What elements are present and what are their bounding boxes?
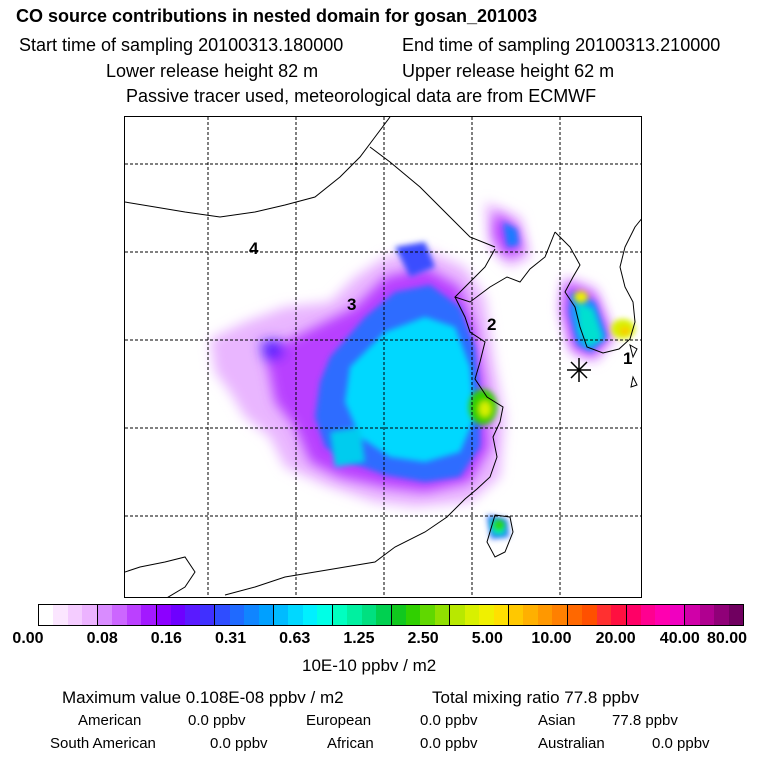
color-scale-cell [185, 605, 200, 625]
color-scale-cell [714, 605, 729, 625]
color-scale-cell [273, 605, 289, 625]
color-scale-tick: 40.00 [659, 630, 700, 647]
graticule [125, 117, 641, 597]
color-scale-cell [53, 605, 68, 625]
color-scale-cell [390, 605, 406, 625]
color-scale-cell [155, 605, 171, 625]
color-scale-cell [347, 605, 362, 625]
plume-hot [469, 291, 635, 530]
color-scale-cell [699, 605, 715, 625]
color-scale-cell [67, 605, 83, 625]
start-time-label: Start time of sampling 20100313.180000 [19, 35, 344, 55]
color-scale-cell [449, 605, 465, 625]
region-label-3: 3 [347, 295, 357, 314]
color-scale-tick: 0.16 [150, 630, 182, 647]
color-scale-tick: 0.63 [279, 630, 311, 647]
color-scale-cell [317, 605, 332, 625]
color-scale-cell [537, 605, 553, 625]
color-scale-tick: 10.00 [531, 630, 572, 647]
color-scale-cell [728, 605, 743, 625]
region-american-name: American [78, 712, 142, 729]
color-scale-tick: 5.00 [471, 630, 503, 647]
color-scale-cell [669, 605, 685, 625]
color-scale-unit: 10E-10 ppbv / m2 [302, 656, 437, 675]
region-australian-value: 0.0 ppbv [652, 735, 710, 752]
region-european-name: European [306, 712, 372, 729]
color-scale-cell [420, 605, 435, 625]
end-time-label: End time of sampling 20100313.210000 [402, 35, 721, 55]
color-scale-tick: 1.25 [343, 630, 375, 647]
color-scale-cell [434, 605, 450, 625]
color-scale-cell [170, 605, 186, 625]
lower-release-height: Lower release height 82 m [106, 61, 319, 81]
color-scale-cell [508, 605, 524, 625]
color-scale-cell [302, 605, 318, 625]
color-scale-tick: 2.50 [407, 630, 439, 647]
color-scale-cell [229, 605, 245, 625]
color-scale-cell [112, 605, 127, 625]
maximum-value: Maximum value 0.108E-08 ppbv / m2 [62, 688, 344, 707]
color-scale-bar [38, 604, 744, 626]
color-scale-cell [199, 605, 215, 625]
color-scale-cell [464, 605, 480, 625]
color-scale-cell [611, 605, 626, 625]
color-scale-cell [244, 605, 259, 625]
region-asian-value: 77.8 ppbv [612, 712, 678, 729]
color-scale-tick: 0.31 [214, 630, 247, 647]
color-scale-cell [258, 605, 273, 625]
color-scale-cell [625, 605, 641, 625]
color-scale-cell [126, 605, 142, 625]
color-scale-cell [596, 605, 612, 625]
map-canvas [125, 117, 641, 597]
color-scale-cell [684, 605, 700, 625]
region-african-name: African [327, 735, 374, 752]
region-asian-name: Asian [538, 712, 576, 729]
source-contribution-map: 1 2 3 4 [124, 116, 642, 598]
region-australian-name: Australian [538, 735, 605, 752]
region-label-4: 4 [249, 239, 259, 258]
color-scale-tick: 0.08 [86, 630, 118, 647]
color-scale-cell [82, 605, 97, 625]
region-european-value: 0.0 ppbv [420, 712, 478, 729]
color-scale-cell [566, 605, 583, 625]
color-scale-cell [493, 605, 508, 625]
asterisk-icon [567, 358, 591, 382]
color-scale-cell [96, 605, 113, 625]
color-scale-cell [523, 605, 538, 625]
region-label-1: 1 [623, 349, 633, 368]
color-scale-tick: 20.00 [595, 630, 636, 647]
color-scale-cell [376, 605, 391, 625]
color-scale-cell [640, 605, 656, 625]
color-scale-cell [361, 605, 377, 625]
region-south-american-name: South American [50, 735, 156, 752]
color-scale-cell [655, 605, 670, 625]
color-scale-cell [214, 605, 230, 625]
color-scale-cell [479, 605, 494, 625]
color-scale-cell [39, 605, 54, 625]
color-scale-tick: 80.00 [706, 630, 748, 647]
region-south-american-value: 0.0 ppbv [210, 735, 268, 752]
tracer-note: Passive tracer used, meteorological data… [126, 86, 597, 106]
region-label-2: 2 [487, 315, 497, 334]
color-scale-cell [582, 605, 597, 625]
total-mixing-ratio: Total mixing ratio 77.8 ppbv [432, 688, 639, 707]
color-scale-tick: 0.00 [12, 630, 44, 647]
color-scale-cell [288, 605, 303, 625]
color-scale-cell [552, 605, 567, 625]
plot-title: CO source contributions in nested domain… [16, 6, 538, 26]
region-american-value: 0.0 ppbv [188, 712, 246, 729]
coastlines [125, 117, 641, 597]
color-scale-cell [141, 605, 156, 625]
color-scale-cell [331, 605, 348, 625]
upper-release-height: Upper release height 62 m [402, 61, 615, 81]
color-scale-cell [405, 605, 421, 625]
region-african-value: 0.0 ppbv [420, 735, 478, 752]
